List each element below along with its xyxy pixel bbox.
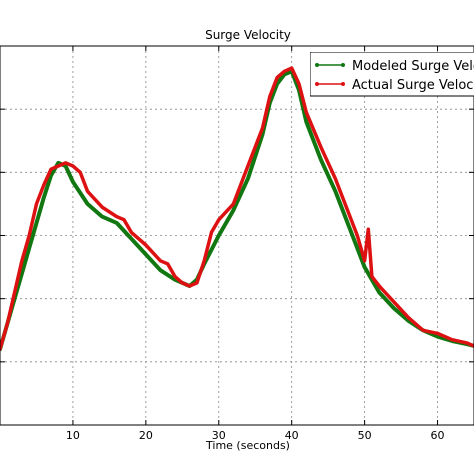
series-layer <box>0 66 474 352</box>
x-tick-label: 60 <box>431 429 445 442</box>
plot-frame <box>0 45 474 426</box>
x-tick-label: 20 <box>139 429 153 442</box>
legend: Modeled Surge Velocity Actual Surge Veloc… <box>310 52 474 97</box>
series-line-actual <box>0 66 474 351</box>
legend-label: Modeled Surge Velocity <box>352 59 474 74</box>
series-line-modeled <box>0 69 474 352</box>
legend-box <box>310 52 474 97</box>
chart-title: Surge Velocity <box>205 28 291 42</box>
grid <box>0 46 474 425</box>
tick-layer: 10 20 30 40 50 60 <box>0 46 474 442</box>
x-tick-label: 50 <box>358 429 372 442</box>
legend-label: Actual Surge Velocity <box>352 78 474 93</box>
x-axis-label: Time (seconds) <box>205 439 290 452</box>
x-tick-label: 40 <box>285 429 299 442</box>
legend-marker <box>315 63 319 67</box>
x-tick-label: 10 <box>66 429 80 442</box>
legend-marker <box>315 82 319 86</box>
x-tick-label: 30 <box>212 429 226 442</box>
legend-marker <box>341 63 345 67</box>
legend-marker <box>341 82 345 86</box>
